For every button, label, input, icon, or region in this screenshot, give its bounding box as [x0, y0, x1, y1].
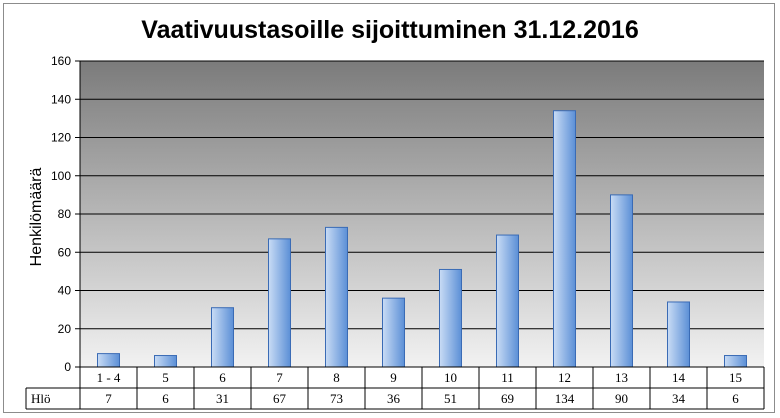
y-tick-label: 80 [58, 207, 72, 221]
category-label: 13 [615, 370, 628, 385]
value-label: 73 [330, 391, 343, 406]
data-table: Hlö 1 - 4 7 5 6 6 31 7 67 8 73 9 36 10 51 11 69 12 134 13 90… [25, 366, 765, 410]
bar [610, 194, 633, 368]
chart-svg: Vaativuustasoille sijoittuminen 31.12.20… [25, 16, 765, 410]
value-label: 134 [555, 391, 575, 406]
value-label: 90 [615, 391, 628, 406]
table-row-header: Hlö [31, 391, 51, 406]
category-label: 1 - 4 [97, 370, 121, 385]
bar [553, 110, 576, 368]
bar [268, 238, 291, 368]
category-label: 15 [729, 370, 742, 385]
value-label: 36 [387, 391, 401, 406]
bar [724, 355, 747, 368]
bar [211, 307, 234, 368]
bar [325, 226, 348, 368]
value-label: 34 [672, 391, 686, 406]
category-label: 8 [333, 370, 340, 385]
bar [496, 234, 519, 368]
category-label: 10 [444, 370, 457, 385]
y-tick-label: 140 [51, 92, 71, 106]
y-tick-label: 100 [51, 169, 71, 183]
chart-frame: Vaativuustasoille sijoittuminen 31.12.20… [3, 3, 775, 413]
category-label: 11 [501, 370, 514, 385]
category-label: 5 [162, 370, 169, 385]
ytick-layer: 0 20 40 60 80 100 120 140 160 [51, 54, 71, 374]
bar-layer [97, 110, 747, 368]
value-label: 67 [273, 391, 287, 406]
bar [667, 301, 690, 368]
y-tick-label: 120 [51, 131, 71, 145]
value-label: 6 [162, 391, 169, 406]
bar [154, 355, 177, 368]
value-label: 7 [105, 391, 112, 406]
y-tick-label: 40 [58, 284, 72, 298]
y-tick-label: 20 [58, 322, 72, 336]
bar [97, 353, 120, 368]
category-label: 12 [558, 370, 571, 385]
y-tick-label: 0 [64, 360, 71, 374]
category-label: 6 [219, 370, 226, 385]
bar [439, 268, 462, 368]
y-tick-label: 60 [58, 245, 72, 259]
bar [382, 297, 405, 368]
value-label: 69 [501, 391, 514, 406]
y-tick-label: 160 [51, 54, 71, 68]
value-label: 31 [216, 391, 229, 406]
y-axis-label: Henkilömäärä [28, 168, 45, 267]
value-label: 51 [444, 391, 457, 406]
value-label: 6 [732, 391, 739, 406]
category-label: 9 [390, 370, 397, 385]
grid-layer [75, 60, 764, 368]
category-label: 14 [672, 370, 686, 385]
chart-title: Vaativuustasoille sijoittuminen 31.12.20… [141, 16, 638, 44]
category-label: 7 [276, 370, 283, 385]
